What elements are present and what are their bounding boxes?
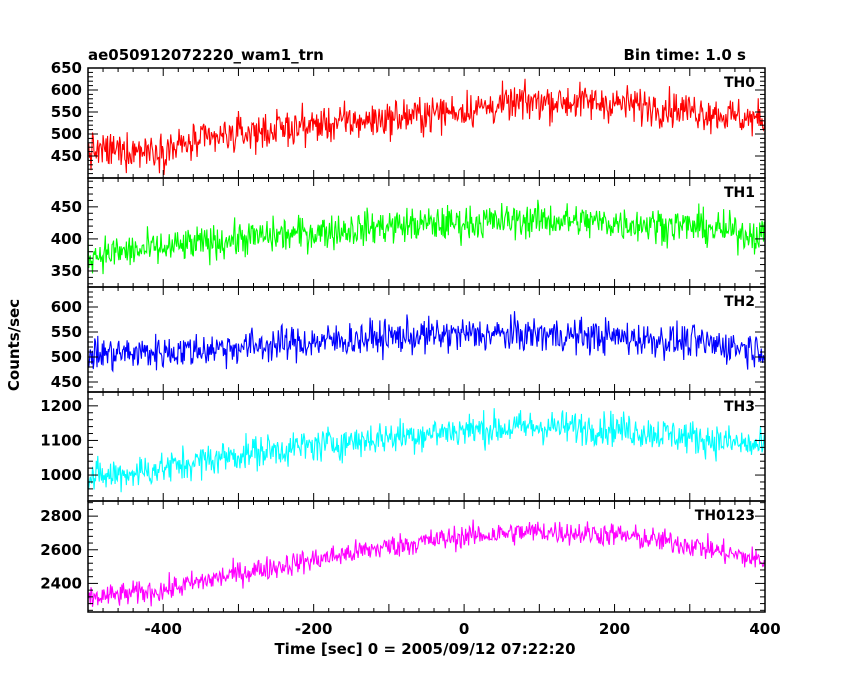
- series-line-th0123: [88, 519, 765, 607]
- panel-th1: 350 400 450 TH1: [51, 177, 766, 288]
- y-tick-label: 450: [51, 198, 82, 216]
- x-tick-label: -400: [144, 620, 182, 638]
- x-tick-label: 200: [599, 620, 630, 638]
- bin-time-label: Bin time: 1.0 s: [623, 46, 746, 64]
- y-tick-label: 450: [51, 147, 82, 165]
- y-tick-label: 350: [51, 262, 82, 280]
- panel-frame: [87, 391, 766, 502]
- series-line-th0: [88, 78, 765, 176]
- panel-th3: 1000 1100 1200 TH3: [40, 391, 766, 502]
- y-tick-label: 450: [51, 373, 82, 391]
- y-tick-label: 1200: [40, 397, 82, 415]
- panels-group: 450 500 550 600 650 TH0 350 400 450 TH1 450 500 550 6…: [40, 59, 780, 638]
- y-tick-label: 2600: [40, 541, 82, 559]
- y-tick-label: 2400: [40, 574, 82, 592]
- y-tick-label: 550: [51, 103, 82, 121]
- series-line-th3: [88, 408, 765, 493]
- series-line-th2: [88, 311, 765, 373]
- y-tick-label: 400: [51, 230, 82, 248]
- y-tick-label: 550: [51, 323, 82, 341]
- x-tick-label: 400: [749, 620, 780, 638]
- y-tick-label: 500: [51, 125, 82, 143]
- panel-th2: 450 500 550 600 TH2: [51, 286, 766, 393]
- panel-frame: [87, 500, 766, 613]
- y-tick-label: 2800: [40, 507, 82, 525]
- y-tick-label: 600: [51, 81, 82, 99]
- x-tick-label: -200: [295, 620, 333, 638]
- y-tick-label: 1100: [40, 431, 82, 449]
- y-tick-label: 650: [51, 59, 82, 77]
- chart-title: ae050912072220_wam1_trn: [88, 46, 324, 64]
- x-tick-label: 0: [459, 620, 469, 638]
- panel-label-th1: TH1: [724, 185, 755, 201]
- panel-label-th2: TH2: [724, 294, 755, 310]
- panel-th0: 450 500 550 600 650 TH0: [51, 59, 766, 179]
- y-axis-title: Counts/sec: [5, 299, 23, 391]
- panel-label-th0123: TH0123: [695, 508, 755, 524]
- panel-th0123: 2400 2600 2800 TH0123: [40, 500, 766, 613]
- y-tick-label: 500: [51, 348, 82, 366]
- panel-label-th0: TH0: [724, 75, 755, 91]
- panel-label-th3: TH3: [724, 399, 755, 415]
- series-line-th1: [88, 199, 765, 275]
- x-axis-title: Time [sec] 0 = 2005/09/12 07:22:20: [274, 640, 575, 658]
- y-tick-label: 600: [51, 298, 82, 316]
- y-tick-label: 1000: [40, 466, 82, 484]
